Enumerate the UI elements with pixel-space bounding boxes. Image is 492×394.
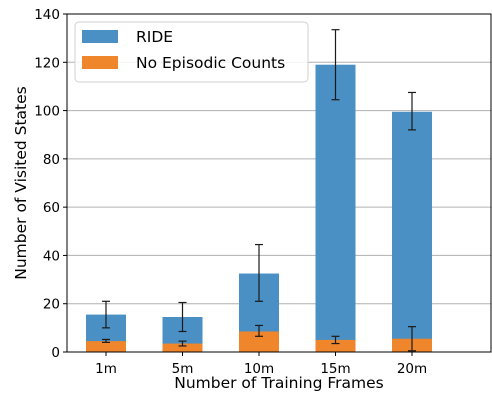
bars <box>86 64 432 353</box>
y-tick-labels: 0 20 40 60 80 100 120 140 <box>34 7 67 361</box>
plot-frame <box>66 13 492 353</box>
bar-ride-15m <box>315 64 356 352</box>
x-axis-label: Number of Training Frames <box>174 374 384 392</box>
legend-swatch <box>82 30 118 43</box>
y-tick-label: 140 <box>34 7 60 23</box>
y-tick-label: 80 <box>43 152 60 168</box>
y-tick-label: 100 <box>34 104 60 120</box>
y-tick-label: 40 <box>43 248 60 264</box>
bar-no-episodic-counts-1m <box>86 341 126 352</box>
x-tick-label: 10m <box>244 361 274 377</box>
x-tick-labels: 1m 5m 10m 15m 20m <box>95 352 427 377</box>
x-tick-label: 1m <box>95 361 117 377</box>
bar-no-episodic-counts-15m <box>315 339 356 352</box>
x-tick-label: 5m <box>172 361 194 377</box>
y-tick-label: 120 <box>34 55 60 71</box>
error-bars <box>102 29 416 352</box>
y-tick-label: 60 <box>43 200 60 216</box>
bar-no-episodic-counts-5m <box>162 343 203 352</box>
y-tick-label: 0 <box>51 345 60 361</box>
y-tick-label: 20 <box>43 297 60 313</box>
legend-label: RIDE <box>136 28 173 46</box>
bar-ride-20m <box>392 111 432 353</box>
x-tick-label: 20m <box>397 361 427 377</box>
legend-box <box>74 21 309 83</box>
legend-label: No Episodic Counts <box>136 54 285 72</box>
legend: RIDE No Episodic Counts <box>74 21 309 83</box>
bar-no-episodic-counts-10m <box>239 331 279 352</box>
x-tick-label: 15m <box>320 361 350 377</box>
y-axis-label: Number of Visited States <box>12 86 30 280</box>
legend-swatch <box>82 56 118 69</box>
axes <box>66 13 492 353</box>
